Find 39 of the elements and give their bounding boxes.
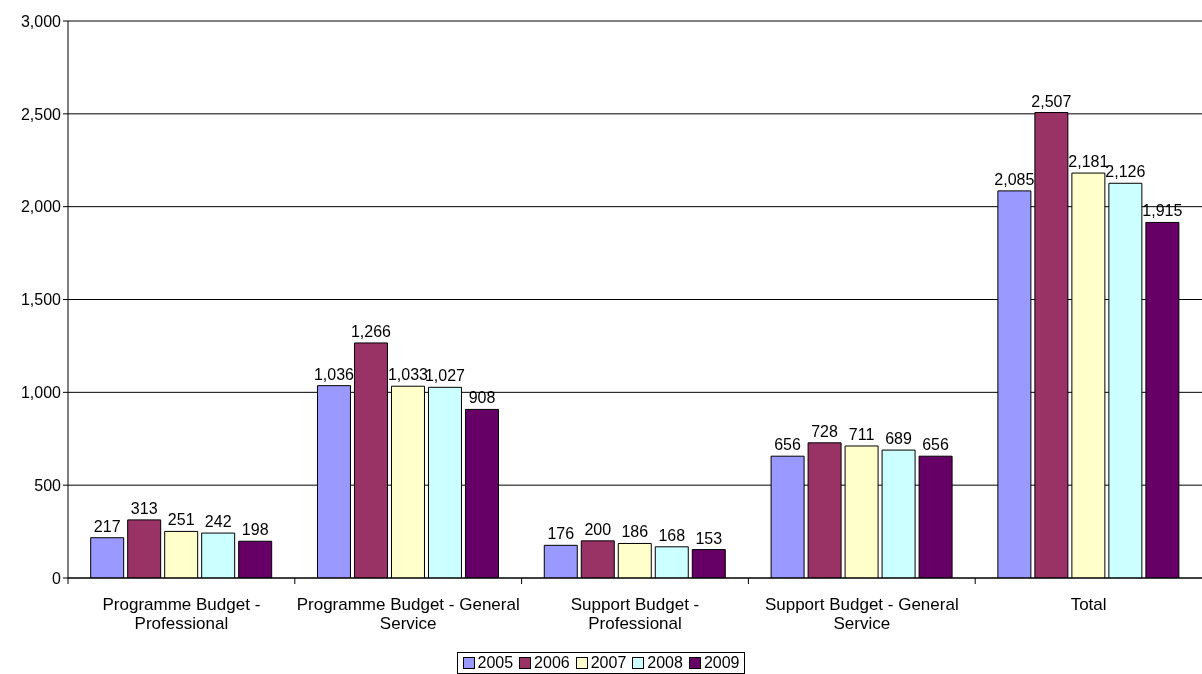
y-tick-label: 1,000 — [20, 384, 62, 402]
legend-label: 2005 — [476, 653, 514, 673]
y-tick-label: 500 — [34, 476, 62, 494]
data-label: 242 — [204, 513, 232, 531]
data-label: 2,507 — [1031, 92, 1072, 110]
x-tick-label: Support Budget - General Service — [764, 595, 959, 633]
data-label: 198 — [241, 521, 269, 539]
y-tick-label: 3,000 — [20, 12, 62, 30]
legend-label: 2009 — [702, 653, 740, 673]
y-tick-label: 0 — [52, 569, 62, 587]
data-label: 2,085 — [994, 170, 1035, 188]
y-tick-label: 2,500 — [20, 105, 62, 123]
data-label: 168 — [658, 526, 686, 544]
data-label: 689 — [885, 430, 913, 448]
data-label: 313 — [130, 499, 158, 517]
data-label: 176 — [547, 525, 575, 543]
x-tick-label: Support Budget - Professional — [570, 595, 700, 633]
legend-label: 2007 — [589, 653, 627, 673]
data-label: 153 — [695, 529, 723, 547]
x-tick-label: Programme Budget - Professional — [102, 595, 261, 633]
data-label: 251 — [167, 511, 195, 529]
data-label: 656 — [774, 436, 802, 454]
data-label: 656 — [922, 436, 950, 454]
data-label: 1,036 — [313, 365, 355, 383]
data-label: 1,033 — [387, 366, 429, 384]
data-label: 1,915 — [1142, 202, 1183, 220]
data-label: 711 — [848, 425, 875, 443]
data-label: 1,266 — [350, 322, 392, 340]
data-label: 200 — [584, 520, 612, 538]
legend-label: 2006 — [533, 653, 570, 673]
data-label: 908 — [468, 389, 496, 407]
x-tick-label: Programme Budget - General Service — [296, 595, 520, 633]
data-label: 186 — [621, 523, 649, 541]
y-tick-label: 2,000 — [20, 198, 62, 216]
data-label: 728 — [811, 422, 839, 440]
x-tick-label: Total — [1070, 595, 1107, 614]
legend-label: 2008 — [646, 653, 683, 673]
y-tick-label: 1,500 — [20, 291, 62, 309]
data-label: 217 — [93, 517, 121, 535]
